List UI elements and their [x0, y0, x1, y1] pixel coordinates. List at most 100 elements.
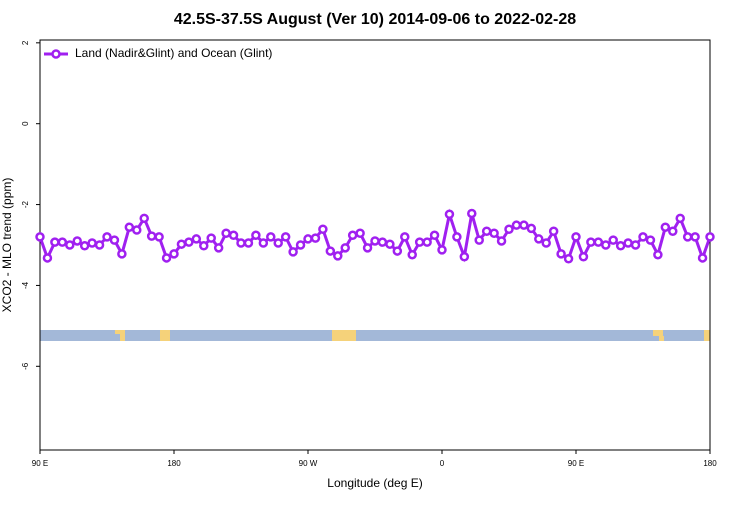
x-axis-label: Longitude (deg E) — [327, 476, 422, 490]
data-point — [318, 224, 328, 234]
x-tick-label: 90 W — [299, 459, 318, 468]
data-point — [191, 234, 202, 244]
data-point — [236, 238, 246, 248]
data-point — [623, 238, 633, 248]
data-point — [146, 231, 157, 241]
data-point — [452, 232, 462, 242]
data-point — [65, 240, 75, 250]
data-point — [645, 235, 656, 245]
data-point — [169, 249, 179, 259]
data-point — [251, 230, 261, 241]
data-point — [630, 240, 641, 250]
data-point — [593, 237, 604, 247]
x-tick-label: 180 — [703, 459, 717, 468]
chart-title: 42.5S-37.5S August (Ver 10) 2014-09-06 t… — [174, 11, 576, 28]
y-tick-label: -2 — [21, 200, 30, 208]
data-point — [534, 234, 544, 244]
data-point — [385, 239, 395, 249]
data-point — [176, 239, 187, 249]
data-point — [139, 213, 149, 224]
data-point — [199, 241, 209, 251]
data-point — [109, 235, 120, 245]
data-point — [422, 237, 432, 247]
data-point — [303, 234, 313, 244]
data-point — [117, 249, 127, 259]
data-point — [541, 238, 551, 248]
data-point — [370, 236, 380, 246]
data-point — [444, 209, 455, 220]
data-point — [295, 240, 306, 250]
land-ocean-strip — [40, 330, 710, 341]
data-point — [87, 238, 97, 248]
data-point — [42, 253, 53, 263]
data-point — [57, 237, 68, 247]
data-point — [638, 232, 648, 242]
data-point — [50, 237, 60, 247]
data-point — [601, 240, 611, 250]
data-point — [124, 222, 135, 232]
data-point — [184, 237, 194, 247]
data-point — [459, 251, 470, 262]
data-point — [325, 246, 336, 256]
data-point — [429, 230, 440, 241]
data-point — [377, 237, 388, 247]
data-point — [414, 237, 425, 247]
data-point — [310, 233, 321, 243]
data-point — [548, 226, 559, 237]
data-point — [102, 232, 112, 242]
data-point — [563, 253, 574, 264]
data-point — [258, 238, 269, 248]
x-tick-label: 90 E — [32, 459, 48, 468]
data-point — [266, 232, 276, 242]
data-point — [280, 232, 291, 242]
data-point — [94, 240, 105, 250]
x-tick-label: 90 E — [568, 459, 584, 468]
data-point — [407, 249, 417, 260]
data-point — [400, 232, 410, 242]
data-point — [288, 247, 298, 257]
data-point — [653, 249, 663, 260]
data-point — [221, 228, 231, 239]
data-point — [347, 230, 358, 241]
data-point — [481, 226, 492, 237]
data-point — [437, 245, 447, 255]
x-tick-label: 0 — [440, 459, 445, 468]
data-point — [519, 220, 529, 230]
data-point — [154, 232, 164, 242]
y-tick-label: 2 — [21, 40, 30, 45]
data-point — [79, 241, 90, 251]
data-point — [340, 243, 350, 253]
data-point — [72, 236, 82, 246]
data-point — [206, 233, 216, 243]
data-point — [571, 232, 581, 242]
data-point — [161, 253, 172, 263]
data-point — [474, 235, 484, 245]
data-point — [682, 232, 693, 242]
data-point — [660, 222, 671, 232]
data-point — [273, 238, 283, 248]
data-point — [355, 228, 365, 239]
data-point — [690, 232, 700, 242]
data-point — [467, 208, 477, 219]
data-point — [615, 241, 626, 251]
data-point — [362, 243, 373, 253]
y-tick-label: -6 — [21, 362, 30, 370]
data-point — [496, 236, 507, 246]
data-point — [489, 228, 499, 239]
data-point — [586, 237, 596, 247]
data-point — [608, 235, 618, 245]
data-point — [132, 225, 142, 235]
legend-label: Land (Nadir&Glint) and Ocean (Glint) — [75, 46, 272, 60]
data-point — [556, 249, 566, 259]
data-point — [504, 224, 514, 234]
data-point — [675, 213, 685, 224]
data-point — [526, 223, 537, 234]
data-point — [668, 226, 678, 237]
data-point — [392, 246, 403, 256]
plot-frame — [39, 39, 711, 451]
data-point — [697, 253, 708, 263]
data-point — [35, 232, 45, 242]
y-axis-label: XCO2 - MLO trend (ppm) — [0, 178, 14, 313]
data-point — [705, 232, 715, 242]
